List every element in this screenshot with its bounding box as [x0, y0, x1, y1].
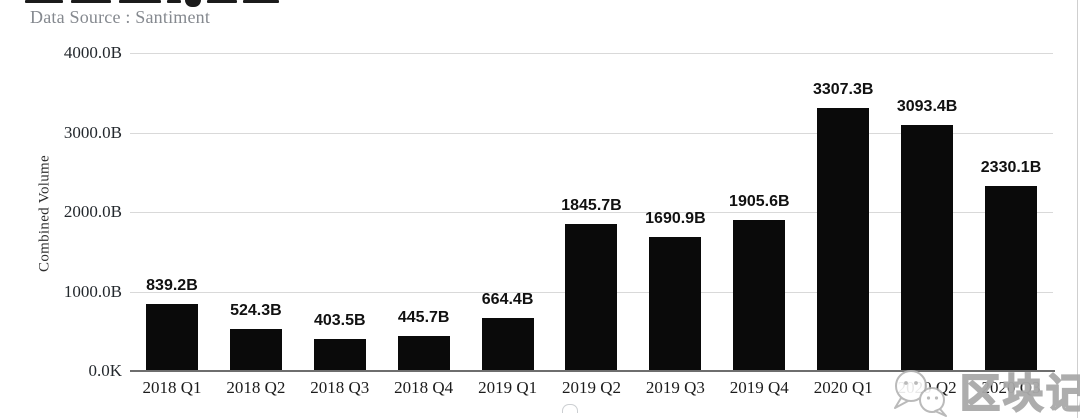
- bar-value-label: 445.7B: [397, 308, 450, 326]
- bar-series: 839.2B 2018 Q1 524.3B 2018 Q2 403.5B 2018 Q3 4…: [130, 53, 1053, 397]
- bar-slot: 1845.7B 2019 Q2: [550, 53, 634, 397]
- wechat-icon: [894, 370, 947, 417]
- y-tick-label: 2000.0B: [63, 202, 122, 221]
- x-axis-line: [130, 370, 1055, 372]
- x-tick-label: 2018 Q3: [310, 378, 370, 397]
- x-tick-label: 2020 Q1: [813, 378, 873, 397]
- data-source-caption: Data Source : Santiment: [30, 7, 211, 27]
- gridline: [130, 132, 1053, 134]
- bar[interactable]: [649, 236, 702, 371]
- title-remnant-segment: [243, 0, 279, 3]
- bar-slot: 839.2B 2018 Q1: [130, 53, 214, 397]
- bar-slot: 664.4B 2019 Q1: [466, 53, 550, 397]
- bar-value-label: 3307.3B: [812, 81, 874, 99]
- watermark: 区块记: [890, 369, 1080, 417]
- bar-slot: 3307.3B 2020 Q1: [801, 53, 885, 397]
- x-tick-label: 2018 Q4: [394, 378, 454, 397]
- bar[interactable]: [397, 335, 450, 371]
- gridline: [130, 53, 1053, 54]
- y-tick-label: 4000.0B: [63, 43, 122, 62]
- x-tick-label: 2019 Q2: [561, 378, 621, 397]
- title-remnant-descender: [185, 0, 201, 7]
- plot-area: 839.2B 2018 Q1 524.3B 2018 Q2 403.5B 2018 Q3 4…: [130, 53, 1053, 397]
- bar-value-label: 1845.7B: [561, 197, 622, 215]
- y-tick-label: 3000.0B: [63, 122, 122, 142]
- bar[interactable]: [901, 125, 954, 371]
- title-remnant-segment: [119, 0, 161, 3]
- bar-slot: 1690.9B 2019 Q3: [633, 53, 717, 397]
- bar[interactable]: [481, 318, 534, 371]
- bar-value-label: 1905.6B: [729, 192, 790, 210]
- bar-value-label: 2330.1B: [980, 158, 1042, 176]
- bar-value-label: 664.4B: [481, 291, 534, 309]
- bar-value-label: 524.3B: [230, 302, 282, 320]
- bar-slot: 1905.6B 2019 Q4: [717, 53, 801, 397]
- bar[interactable]: [985, 185, 1038, 371]
- bar-slot: 2330.1B 2020 Q3: [969, 53, 1053, 397]
- y-axis-tick-labels: 4000.0B 3000.0B 2000.0B 1000.0B 0.0K: [0, 43, 122, 380]
- bar-slot: 403.5B 2018 Q3: [298, 53, 382, 397]
- bar-value-label: 3093.4B: [896, 98, 958, 116]
- bar[interactable]: [229, 329, 282, 371]
- bar[interactable]: [817, 108, 870, 371]
- title-remnant-segment: [71, 0, 111, 3]
- bar-value-label: 1690.9B: [645, 209, 706, 227]
- bar[interactable]: [145, 304, 198, 371]
- bar-slot: 445.7B 2018 Q4: [382, 53, 466, 397]
- bar[interactable]: [565, 224, 618, 371]
- title-remnant-segment: [167, 0, 181, 3]
- panel-edge-line: [1077, 0, 1078, 418]
- bar[interactable]: [733, 219, 786, 371]
- bar-slot: 3093.4B 2020 Q2: [885, 53, 969, 397]
- x-tick-label: 2019 Q3: [645, 378, 705, 397]
- bar[interactable]: [313, 338, 366, 371]
- x-tick-label: 2020 Q3: [981, 378, 1041, 397]
- watermark-text: 区块记: [959, 371, 1080, 417]
- clipped-x-axis-remnant: [562, 404, 578, 413]
- title-remnant-segment: [25, 0, 63, 3]
- x-tick-label: 2019 Q4: [729, 378, 789, 397]
- gridline: [130, 212, 1053, 213]
- bar-value-label: 403.5B: [313, 311, 366, 329]
- bar-slot: 524.3B 2018 Q2: [214, 53, 298, 397]
- title-remnant-segment: [207, 0, 237, 3]
- x-tick-label: 2019 Q1: [478, 378, 538, 397]
- bar-value-label: 839.2B: [146, 277, 198, 295]
- x-tick-label: 2018 Q2: [226, 378, 286, 397]
- clipped-title-remnant: [25, 0, 285, 7]
- y-tick-label: 1000.0B: [63, 281, 122, 301]
- y-tick-label: 0.0K: [88, 361, 122, 380]
- x-tick-label: 2018 Q1: [142, 378, 202, 397]
